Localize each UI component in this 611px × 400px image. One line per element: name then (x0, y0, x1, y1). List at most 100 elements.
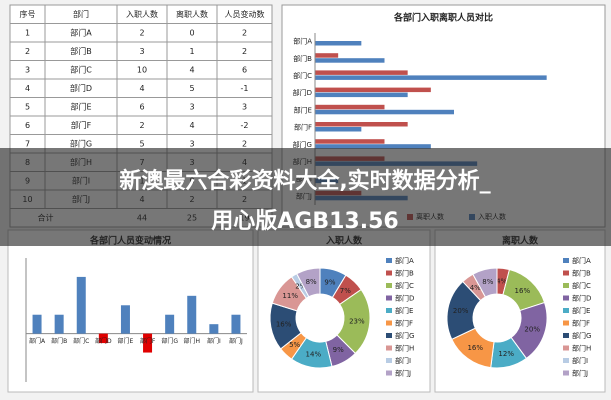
bar (315, 144, 431, 149)
bar (315, 41, 362, 46)
legend-swatch (563, 258, 569, 263)
table-cell: 4 (189, 121, 194, 130)
table-cell: 7 (25, 139, 30, 148)
table-cell: 部门B (70, 46, 92, 56)
data-label: 2% (295, 282, 306, 290)
x-tick-label: 部门J (229, 337, 243, 345)
legend-swatch (563, 283, 569, 288)
x-tick-label: 部门A (29, 337, 46, 345)
data-label: 12% (498, 350, 514, 358)
x-tick-label: 部门D (95, 337, 112, 345)
table-cell: 10 (137, 65, 147, 74)
table-cell: 4 (25, 84, 30, 93)
table-cell: 部门E (70, 101, 91, 111)
pie-slice (472, 267, 498, 298)
table-cell: -1 (241, 84, 249, 93)
legend-swatch (563, 295, 569, 301)
table-cell: 2 (25, 47, 30, 56)
legend-label: 部门D (395, 294, 414, 303)
bar (315, 139, 385, 144)
data-label: 5% (289, 341, 300, 349)
legend-label: 部门J (395, 369, 411, 378)
legend-swatch (386, 283, 392, 288)
legend-swatch (386, 345, 392, 351)
bar (315, 70, 408, 75)
table-header: 部门 (73, 9, 89, 19)
table-cell: 6 (25, 121, 30, 130)
legend-swatch (386, 358, 392, 363)
bar (32, 314, 42, 334)
table-cell: 部门A (70, 27, 92, 37)
table-header: 入职人数 (126, 9, 158, 19)
y-tick-label: 部门A (293, 37, 312, 46)
y-tick-label: 部门E (294, 105, 312, 114)
legend-swatch (386, 308, 392, 313)
table-cell: 部门C (70, 64, 92, 74)
table-header: 序号 (20, 9, 36, 19)
x-tick-label: 部门B (51, 337, 67, 345)
data-label: 11% (282, 292, 298, 300)
data-label: 14% (306, 350, 322, 358)
legend-label: 部门G (395, 331, 414, 340)
legend-swatch (563, 358, 569, 363)
y-tick-label: 部门G (293, 140, 312, 149)
table-cell: 1 (189, 47, 194, 56)
legend-label: 部门E (572, 306, 590, 315)
x-tick-label: 部门H (183, 337, 200, 345)
x-tick-label: 部门C (73, 337, 89, 345)
bar (315, 53, 339, 58)
bar (98, 333, 108, 344)
table-header: 离职人数 (176, 9, 208, 19)
legend-swatch (563, 270, 569, 276)
data-label: 9% (324, 278, 335, 286)
table-cell: 4 (139, 84, 144, 93)
data-label: 8% (482, 278, 493, 286)
table-header: 人员变动数 (225, 9, 265, 19)
legend-label: 部门D (572, 294, 591, 303)
data-label: 7% (340, 287, 351, 295)
legend-swatch (386, 270, 392, 276)
legend-label: 部门E (395, 306, 413, 315)
table-cell: 2 (139, 121, 144, 130)
legend-label: 部门C (395, 281, 414, 290)
y-tick-label: 部门F (294, 123, 312, 132)
legend-label: 部门B (572, 269, 591, 278)
legend-label: 部门I (395, 356, 411, 365)
legend-label: 部门H (572, 344, 591, 353)
table-cell: 0 (189, 28, 194, 37)
table-cell: 部门G (70, 138, 92, 148)
bar (54, 314, 64, 334)
legend-swatch (386, 320, 392, 326)
banner-text: 用心版AGB13.56 (211, 209, 398, 234)
legend-label: 部门A (572, 256, 591, 265)
data-label: 23% (349, 317, 365, 325)
table-cell: 2 (242, 139, 247, 148)
legend-swatch (386, 258, 392, 263)
bar (315, 58, 385, 63)
legend-swatch (386, 333, 392, 338)
table-cell: 3 (25, 65, 30, 74)
table-cell: 2 (242, 28, 247, 37)
legend-swatch (563, 320, 569, 326)
data-label: 16% (467, 344, 483, 352)
data-label: 20% (524, 325, 540, 333)
bar (209, 324, 219, 334)
bar (76, 276, 86, 334)
data-label: 16% (515, 287, 531, 295)
bar (315, 127, 362, 132)
change-panel (7, 229, 254, 393)
legend-label: 部门I (572, 356, 588, 365)
table-cell: 6 (242, 65, 247, 74)
bar (315, 109, 454, 115)
legend-swatch (386, 295, 392, 301)
banner-text: 新澳最六合彩资料大全,实时数据分析_ (119, 168, 490, 194)
bar (187, 295, 197, 334)
x-tick-label: 部门I (207, 337, 221, 345)
table-cell: 5 (189, 84, 194, 93)
data-label: 4% (470, 284, 481, 292)
table-cell: 5 (139, 139, 144, 148)
legend-label: 部门F (572, 319, 590, 328)
table-cell: 5 (25, 102, 30, 111)
legend-label: 部门H (395, 344, 414, 353)
table-cell: 3 (139, 47, 144, 56)
